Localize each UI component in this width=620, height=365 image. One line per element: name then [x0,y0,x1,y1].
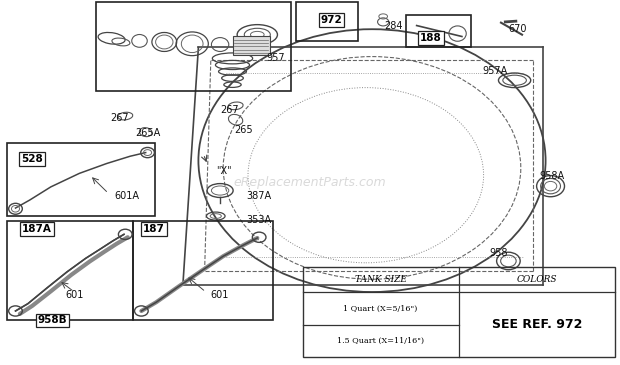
Text: 958B: 958B [38,315,68,326]
Bar [7,143,155,216]
Text: 958A: 958A [539,171,565,181]
Bar [133,221,273,320]
Text: TANK SIZE: TANK SIZE [355,275,407,284]
Text: 187: 187 [143,224,165,234]
Text: eReplacementParts.com: eReplacementParts.com [234,176,386,189]
Bar [296,2,358,41]
Text: 528: 528 [21,154,43,164]
Text: 267: 267 [110,112,129,123]
Bar [7,221,133,320]
Text: "X": "X" [216,166,231,176]
Text: 387A: 387A [247,191,272,201]
Text: 670: 670 [508,24,527,34]
Text: 1.5 Quart (X=11/16"): 1.5 Quart (X=11/16") [337,337,424,345]
Text: COLORS: COLORS [516,275,557,284]
Text: 1 Quart (X=5/16"): 1 Quart (X=5/16") [343,304,418,312]
Text: 267: 267 [220,105,239,115]
Bar [303,267,615,357]
Text: 972: 972 [321,15,343,25]
Text: 353A: 353A [247,215,272,225]
Text: 187A: 187A [22,224,52,234]
Text: 957: 957 [267,53,285,64]
Bar [406,15,471,47]
Text: 601A: 601A [115,191,140,201]
Text: 601: 601 [211,290,229,300]
Text: 284: 284 [384,20,403,31]
Bar [96,2,291,91]
Bar [232,36,270,55]
Text: 265: 265 [234,124,253,135]
Text: 958: 958 [490,247,508,258]
Text: 265A: 265A [135,128,161,138]
Text: 188: 188 [420,33,442,43]
Text: 957A: 957A [482,66,508,76]
Text: 601: 601 [65,290,84,300]
Text: SEE REF. 972: SEE REF. 972 [492,318,582,331]
